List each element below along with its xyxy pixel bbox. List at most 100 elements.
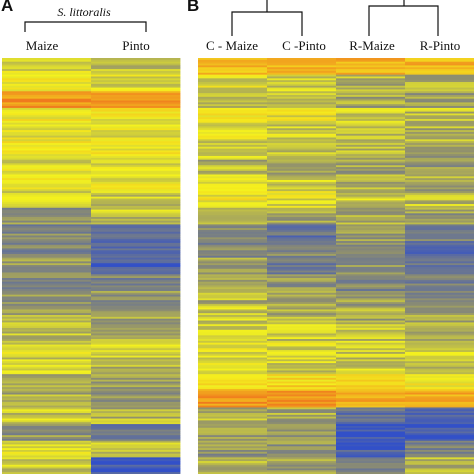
heatmap-b-cell (405, 163, 474, 166)
heatmap-b-cell (405, 170, 474, 174)
heatmap-a-cell (2, 93, 92, 96)
heatmap-b-cell (405, 130, 474, 133)
heatmap-b-cell (336, 403, 406, 406)
heatmap-b-cell (267, 211, 337, 214)
heatmap-b-cell (405, 65, 474, 68)
heatmap-a-cell (91, 392, 181, 395)
heatmap-b-cell (267, 462, 337, 466)
heatmap-b-cell (198, 65, 268, 68)
heatmap-b-cell (405, 200, 474, 203)
heatmap-b-cell (267, 326, 337, 329)
heatmap-b-cell (405, 385, 474, 388)
heatmap-b-cell (198, 348, 268, 351)
heatmap-a-cell (91, 283, 181, 286)
heatmap-b-cell (267, 311, 337, 314)
heatmap-b-cell (198, 272, 268, 275)
heatmap-a-cell (91, 457, 181, 460)
heatmap-a-cell (91, 189, 181, 192)
heatmap-b-cell (405, 315, 474, 318)
heatmap-b-cell (267, 374, 337, 377)
heatmap-b-cell (267, 274, 337, 277)
heatmap-a-cell (91, 115, 181, 118)
heatmap-b-cell (267, 420, 337, 423)
heatmap-b-cell (405, 420, 474, 423)
heatmap-a-cell (2, 130, 92, 133)
heatmap-b-cell (405, 150, 474, 153)
heatmap-b-cell (336, 265, 406, 268)
heatmap-b-cell (336, 233, 406, 236)
heatmap-a-cell (2, 78, 92, 81)
heatmap-a-cell (2, 335, 92, 338)
heatmap-a-cell (91, 157, 181, 161)
heatmap-b-cell (336, 67, 406, 70)
heatmap-b-cell (405, 337, 474, 340)
heatmap-a-cell (2, 313, 92, 316)
heatmap-b-cell (198, 431, 268, 434)
heatmap-b-cell (267, 94, 337, 98)
heatmap-a-cell (2, 379, 92, 382)
heatmap-b-cell (405, 165, 474, 168)
heatmap-a-cell (91, 137, 181, 140)
heatmap-a-cell (91, 464, 181, 468)
heatmap-b-cell (336, 422, 406, 425)
heatmap-b-cell (198, 61, 268, 64)
heatmap-b-cell (405, 261, 474, 264)
heatmap-a-cell (91, 377, 181, 381)
heatmap-b-cell (198, 233, 268, 236)
heatmap-b-cell (198, 364, 268, 368)
heatmap-a-cell (2, 128, 92, 131)
heatmap-b-cell (405, 263, 474, 266)
heatmap-b-cell (336, 94, 406, 98)
heatmap-b-cell (405, 224, 474, 227)
heatmap-b-cell (198, 401, 268, 405)
heatmap-b-cell (198, 427, 268, 431)
heatmap-b-cell (336, 313, 406, 316)
heatmap-b-cell (405, 425, 474, 429)
heatmap-a-cell (2, 163, 92, 166)
heatmap-b-cell (198, 126, 268, 129)
heatmap-b-cell (198, 159, 268, 162)
heatmap-b-cell (336, 279, 406, 283)
heatmap-b-cell (405, 409, 474, 412)
heatmap-a-cell (2, 63, 92, 66)
heatmap-b-cell (405, 400, 474, 403)
heatmap-a-cell (91, 448, 181, 451)
heatmap-b-cell (336, 143, 406, 146)
heatmap-a-cell (91, 278, 181, 281)
heatmap-a-cell (91, 422, 181, 425)
heatmap-b-cell (198, 242, 268, 246)
heatmap-a-cell (91, 246, 181, 249)
heatmap-b-cell (336, 133, 406, 137)
heatmap-b-cell (198, 191, 268, 194)
heatmap-a-cell (2, 124, 92, 127)
heatmap-b-cell (405, 119, 474, 122)
heatmap-a-cell (91, 320, 181, 323)
heatmap-a-cell (91, 89, 181, 92)
heatmap-b-cell (405, 255, 474, 259)
heatmap-b-cell (405, 416, 474, 419)
heatmap-a-cell (2, 85, 92, 88)
heatmap-a-cell (2, 154, 92, 157)
heatmap-b-cell (267, 425, 337, 429)
heatmap-b-cell (198, 412, 268, 416)
heatmap-a-cell (91, 285, 181, 288)
heatmap-a-cell (91, 100, 181, 103)
heatmap-a-cell (2, 82, 92, 85)
heatmap-b-cell (405, 85, 474, 88)
heatmap-b-cell (267, 451, 337, 455)
heatmap-a-cell (91, 266, 181, 270)
heatmap-b-cell (405, 220, 474, 223)
heatmap-a-cell (91, 65, 181, 68)
heatmap-a-cell (91, 281, 181, 284)
heatmap-a-cell (91, 80, 181, 83)
heatmap-b-cell (198, 205, 268, 209)
heatmap-b-cell (336, 159, 406, 162)
heatmap-b-cell (405, 218, 474, 222)
heatmap-a-cell (91, 327, 181, 331)
heatmap-b-cell (405, 194, 474, 198)
heatmap-b-cell (198, 390, 268, 394)
heatmap-b-cell (267, 161, 337, 164)
heatmap-a-cell (2, 237, 92, 240)
heatmap-b-cell (267, 339, 337, 342)
heatmap-b-cell (405, 287, 474, 290)
